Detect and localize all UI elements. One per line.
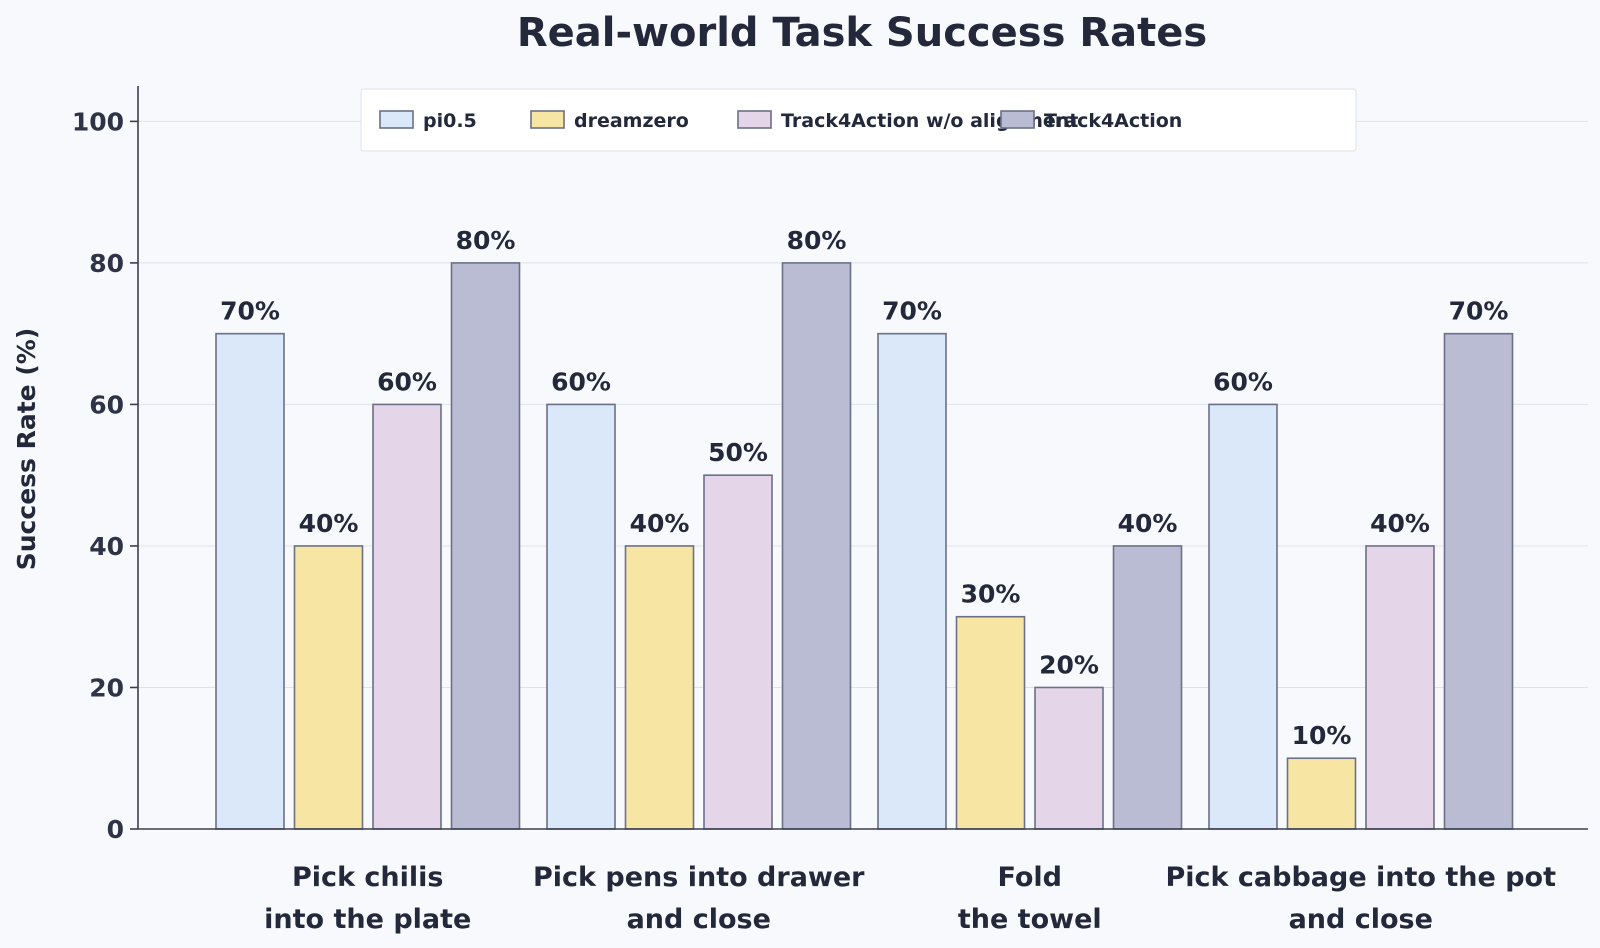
x-tick-label-3: Pick cabbage into the pot and close (1166, 862, 1557, 935)
bar-1-2 (703, 474, 773, 830)
y-tick-label-0: 0 (107, 815, 124, 844)
data-label-0-0: 70% (220, 297, 280, 326)
legend-swatch-3 (1000, 110, 1035, 129)
x-tick-label-2-line-1: the towel (958, 904, 1102, 935)
bar-0-1 (293, 545, 364, 830)
legend-swatch-0 (379, 110, 414, 129)
data-label-1-3: 80% (787, 226, 847, 255)
x-tick-label-1-line-0: Pick pens into drawer (533, 862, 865, 893)
bar-3-3 (1443, 332, 1514, 830)
bar-2-2 (1034, 686, 1104, 830)
chart-title: Real-world Task Success Rates (517, 10, 1207, 56)
y-tick-label-80: 80 (89, 249, 124, 278)
x-tick-label-0-line-0: Pick chilis (292, 862, 443, 893)
bar-2-0 (877, 332, 947, 830)
legend-swatch-1 (530, 110, 565, 129)
bar-2-1 (955, 615, 1026, 830)
bar-3-2 (1365, 545, 1435, 830)
x-tick-labels: Pick chilis into the plate Pick pens into … (264, 862, 1556, 935)
bar-3-0 (1208, 403, 1278, 830)
legend-swatch-2 (737, 110, 772, 129)
data-label-3-3: 70% (1449, 297, 1509, 326)
legend-label-3: Track4Action (1044, 110, 1182, 132)
x-tick-label-0: Pick chilis into the plate (264, 862, 471, 935)
data-label-1-2: 50% (708, 438, 768, 467)
data-label-3-2: 40% (1370, 509, 1430, 538)
bar-0-3 (450, 262, 521, 830)
bar-1-1 (624, 545, 695, 830)
bar-0-2 (372, 403, 442, 830)
legend-box (360, 88, 1357, 152)
data-labels: 70% 40% 60% 80% 60% 40% 50% 80% 70% 30% 20% 40% 60% 1… (220, 226, 1508, 750)
legend-label-0: pi0.5 (423, 110, 477, 132)
data-label-3-1: 10% (1292, 721, 1352, 750)
x-tick-label-3-line-0: Pick cabbage into the pot (1166, 862, 1557, 893)
x-tick-label-1: Pick pens into drawer and close (533, 862, 865, 935)
x-tick-label-3-line-1: and close (1289, 904, 1433, 935)
x-tick-label-1-line-1: and close (627, 904, 771, 935)
data-label-0-2: 60% (377, 367, 437, 396)
legend-label-1: dreamzero (574, 110, 689, 132)
bar-0-0 (215, 332, 285, 830)
axes (137, 86, 1588, 830)
y-tick-label-20: 20 (89, 673, 124, 702)
bars (215, 262, 1514, 830)
y-tick-label-100: 100 (72, 107, 124, 136)
data-label-2-1: 30% (961, 580, 1021, 609)
data-label-2-2: 20% (1039, 650, 1099, 679)
data-label-1-0: 60% (551, 367, 611, 396)
y-tick-labels: 0 20 40 60 80 100 (72, 107, 138, 844)
legend: pi0.5 dreamzero Track4Action w/o alignment… (360, 88, 1357, 152)
y-tick-label-40: 40 (89, 532, 124, 561)
x-tick-label-0-line-1: into the plate (264, 904, 471, 935)
bar-2-3 (1112, 545, 1183, 830)
data-label-0-3: 80% (456, 226, 516, 255)
bar-1-0 (546, 403, 616, 830)
data-label-3-0: 60% (1213, 367, 1273, 396)
x-tick-label-2: Fold the towel (958, 862, 1102, 935)
bar-1-3 (781, 262, 852, 830)
y-axis-label: Success Rate (%) (12, 328, 41, 571)
x-tick-label-2-line-0: Fold (998, 862, 1062, 893)
data-label-1-1: 40% (630, 509, 690, 538)
bar-3-1 (1286, 757, 1357, 830)
data-label-2-0: 70% (882, 297, 942, 326)
data-label-2-3: 40% (1118, 509, 1178, 538)
data-label-0-1: 40% (299, 509, 359, 538)
y-tick-label-60: 60 (89, 390, 124, 419)
